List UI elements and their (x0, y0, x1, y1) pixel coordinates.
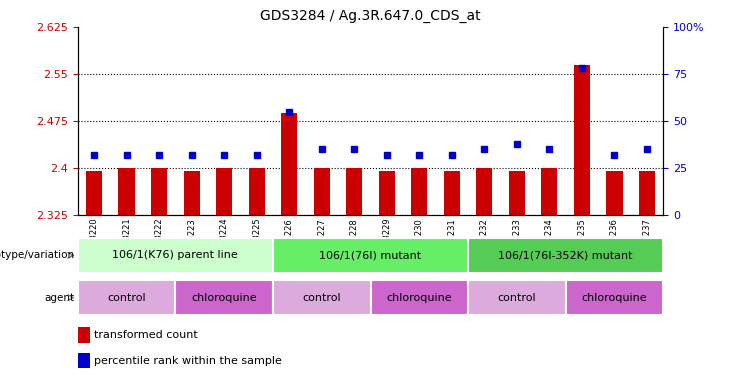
Bar (541, 168, 557, 215)
Bar (379, 171, 395, 215)
Bar (606, 171, 622, 215)
Bar (281, 113, 297, 215)
Bar (273, 238, 468, 273)
Bar (565, 280, 663, 315)
Text: percentile rank within the sample: percentile rank within the sample (94, 356, 282, 366)
Text: chloroquine: chloroquine (387, 293, 452, 303)
Text: 106/1(76I) mutant: 106/1(76I) mutant (319, 250, 422, 260)
Text: 106/1(76I-352K) mutant: 106/1(76I-352K) mutant (499, 250, 633, 260)
Bar (476, 168, 493, 215)
Bar (370, 280, 468, 315)
Bar (78, 238, 273, 273)
Bar (184, 171, 200, 215)
Text: control: control (497, 293, 536, 303)
Bar (509, 171, 525, 215)
Text: control: control (107, 293, 146, 303)
Bar (176, 280, 273, 315)
Bar (468, 280, 565, 315)
Bar (444, 171, 460, 215)
Bar (574, 65, 590, 215)
Bar (468, 238, 663, 273)
Text: transformed count: transformed count (94, 330, 198, 340)
Text: chloroquine: chloroquine (582, 293, 647, 303)
Bar (346, 168, 362, 215)
Bar (411, 168, 428, 215)
Bar (119, 168, 135, 215)
Title: GDS3284 / Ag.3R.647.0_CDS_at: GDS3284 / Ag.3R.647.0_CDS_at (260, 9, 481, 23)
Bar (78, 353, 90, 368)
Bar (78, 328, 90, 343)
Bar (639, 171, 655, 215)
Bar (313, 168, 330, 215)
Bar (216, 168, 232, 215)
Bar (78, 280, 176, 315)
Bar (248, 168, 265, 215)
Bar (151, 168, 167, 215)
Text: control: control (302, 293, 341, 303)
Text: chloroquine: chloroquine (191, 293, 257, 303)
Text: genotype/variation: genotype/variation (0, 250, 74, 260)
Text: agent: agent (44, 293, 74, 303)
Text: 106/1(K76) parent line: 106/1(K76) parent line (113, 250, 239, 260)
Bar (86, 171, 102, 215)
Bar (273, 280, 370, 315)
